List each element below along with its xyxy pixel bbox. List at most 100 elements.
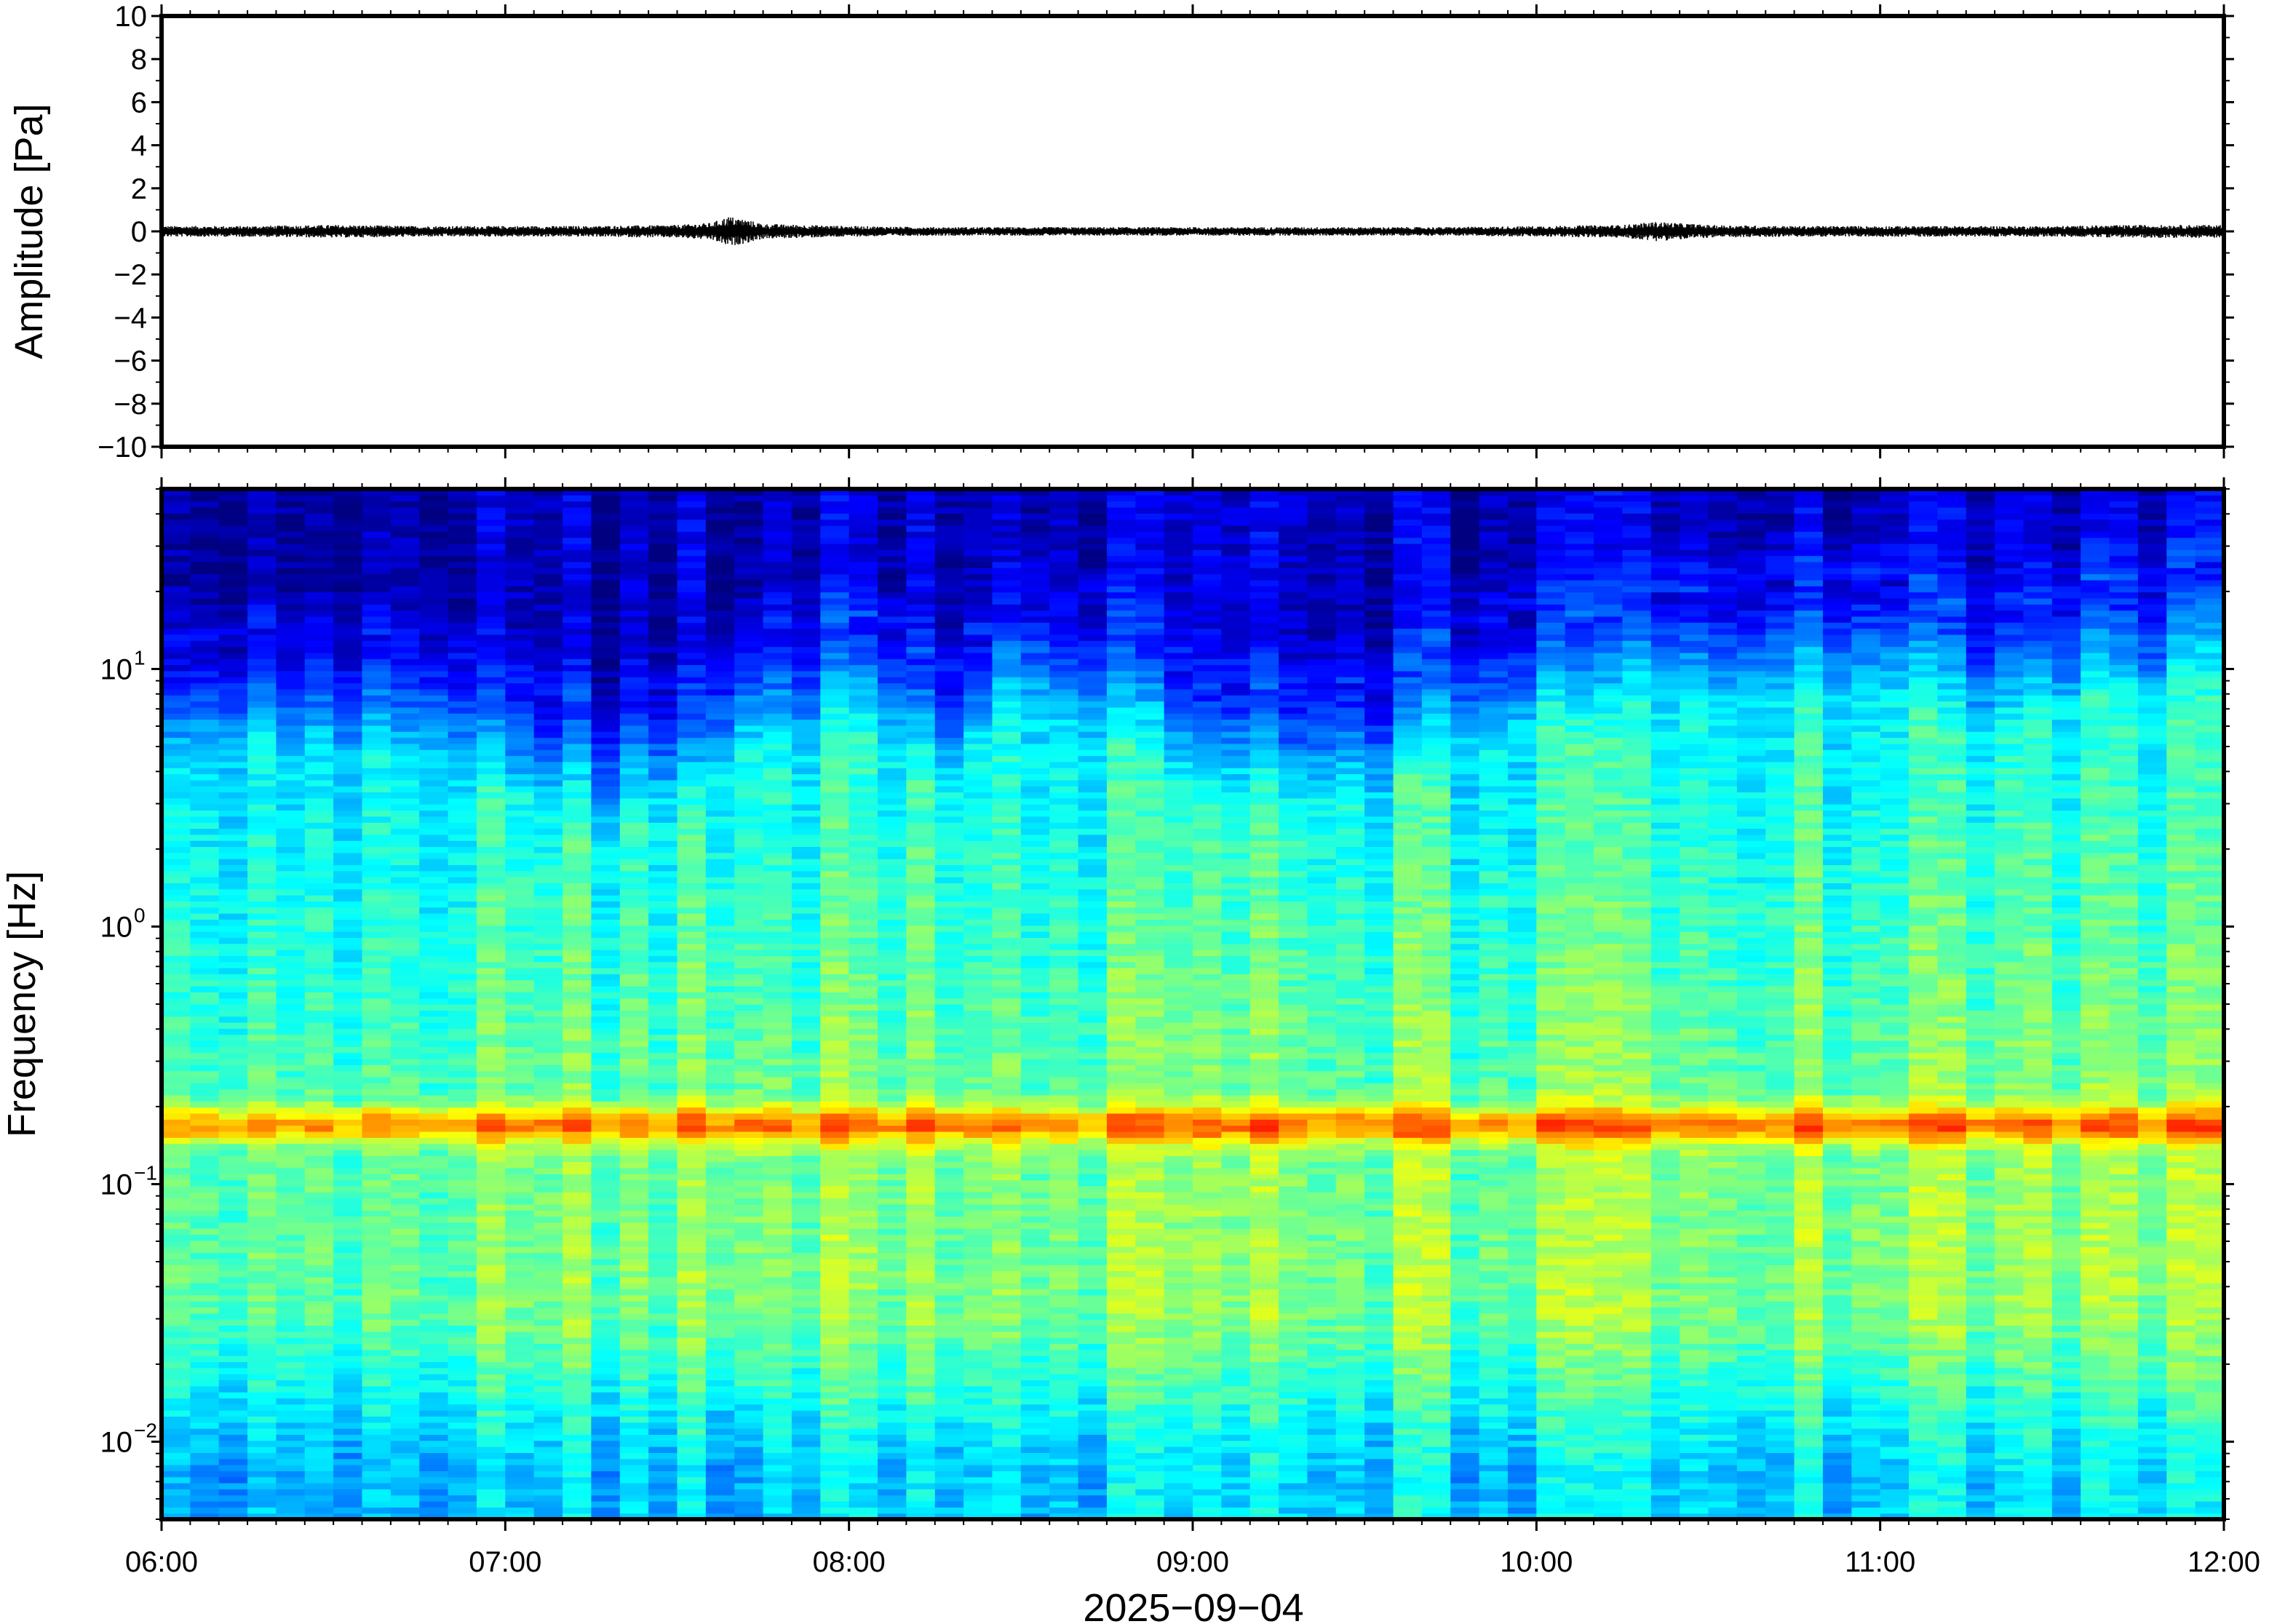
spectrogram-cell	[304, 1307, 334, 1314]
spectrogram-cell	[791, 1143, 821, 1150]
spectrogram-cell	[906, 513, 936, 520]
spectrogram-cell	[906, 1046, 936, 1054]
spectrogram-cell	[276, 743, 306, 750]
spectrogram-cell	[849, 1137, 878, 1145]
spectrogram-cell	[304, 925, 334, 932]
spectrogram-cell	[476, 792, 506, 799]
spectrogram-cell	[190, 1058, 220, 1065]
spectrogram-cell	[505, 579, 535, 586]
spectrogram-cell	[906, 537, 936, 544]
spectrogram-cell	[878, 1356, 907, 1363]
spectrogram-cell	[333, 950, 363, 956]
spectrogram-cell	[362, 597, 392, 605]
spectrogram-cell	[906, 737, 936, 744]
spectrogram-cell	[906, 919, 936, 926]
spectrogram-cell	[390, 628, 420, 635]
spectrogram-cell	[162, 1410, 191, 1417]
spectrogram-cell	[705, 1088, 735, 1096]
spectrogram-cell	[906, 1404, 936, 1411]
spectrogram-cell	[505, 1246, 535, 1254]
spectrogram-cell	[218, 931, 248, 938]
spectrogram-cell	[878, 586, 907, 593]
spectrogram-cell	[849, 792, 878, 799]
spectrogram-cell	[820, 859, 850, 866]
spectrogram-cell	[362, 513, 392, 520]
spectrogram-cell	[533, 1367, 563, 1374]
spectrogram-cell	[906, 1107, 936, 1114]
spectrogram-cell	[448, 1501, 477, 1508]
spectrogram-cell	[648, 537, 678, 544]
spectrogram-cell	[448, 1361, 477, 1369]
spectrogram-cell	[734, 1222, 764, 1229]
spectrogram-cell	[619, 1356, 649, 1363]
spectrogram-cell	[763, 1119, 792, 1126]
spectrogram-cell	[190, 537, 220, 544]
spectrogram-cell	[619, 1016, 649, 1023]
spectrogram-cell	[591, 1428, 621, 1435]
spectrogram-cell	[619, 616, 649, 623]
spectrogram-cell	[419, 992, 449, 999]
spectrogram-cell	[362, 1440, 392, 1447]
spectrogram-cell	[448, 489, 477, 495]
spectrogram-cell	[705, 592, 735, 599]
spectrogram-cell	[304, 622, 334, 629]
spectrogram-cell	[390, 495, 420, 502]
spectrogram-cell	[878, 1088, 907, 1096]
spectrogram-cell	[390, 1010, 420, 1017]
spectrogram-cell	[648, 1356, 678, 1363]
spectrogram-cell	[849, 870, 878, 877]
spectrogram-cell	[906, 1016, 936, 1023]
spectrogram-cell	[934, 652, 964, 659]
spectrogram-cell	[791, 1094, 821, 1102]
spectrogram-cell	[820, 840, 850, 848]
spectrogram-cell	[190, 901, 220, 908]
spectrogram-cell	[820, 1088, 850, 1096]
spectrogram-cell	[162, 913, 191, 920]
spectrogram-cell	[563, 907, 592, 914]
spectrogram-cell	[362, 1064, 392, 1072]
spectrogram-cell	[276, 604, 306, 611]
spectrogram-cell	[505, 1112, 535, 1120]
spectrogram-cell	[619, 513, 649, 520]
spectrogram-cell	[190, 1185, 220, 1193]
spectrogram-cell	[533, 1088, 563, 1096]
spectrogram-cell	[906, 1058, 936, 1065]
spectrogram-cell	[419, 1252, 449, 1259]
spectrogram-cell	[505, 1428, 535, 1435]
spectrogram-cell	[934, 1392, 964, 1399]
spectrogram-cell	[505, 816, 535, 823]
spectrogram-cell	[591, 1028, 621, 1035]
spectrogram-cell	[563, 1137, 592, 1145]
spectrogram-cell	[419, 870, 449, 877]
spectrogram-cell	[304, 1380, 334, 1387]
spectrogram-cell	[448, 1494, 477, 1502]
spectrogram-cell	[734, 1107, 764, 1114]
spectrogram-cell	[448, 1210, 477, 1217]
spectrogram-cell	[448, 943, 477, 950]
spectrogram-cell	[849, 979, 878, 987]
spectrogram-cell	[533, 1070, 563, 1078]
spectrogram-cell	[533, 737, 563, 744]
spectrogram-cell	[362, 525, 392, 532]
spectrogram-cell	[591, 1440, 621, 1447]
spectrogram-cell	[878, 950, 907, 956]
spectrogram-cell	[677, 816, 707, 823]
spectrogram-cell	[247, 1270, 277, 1278]
spectrogram-cell	[677, 1258, 707, 1265]
spectrogram-cell	[963, 1483, 993, 1489]
spectrogram-cell	[190, 1137, 220, 1145]
spectrogram-cell	[563, 925, 592, 932]
spectrogram-cell	[276, 1046, 306, 1054]
spectrogram-cell	[247, 804, 277, 811]
spectrogram-cell	[705, 955, 735, 963]
spectrogram-cell	[362, 1380, 392, 1387]
spectrogram-cell	[505, 1465, 535, 1471]
spectrogram-cell	[276, 797, 306, 805]
spectrogram-cell	[162, 1337, 191, 1345]
spectrogram-cell	[705, 1385, 735, 1393]
spectrogram-cell	[906, 979, 936, 987]
spectrogram-cell	[247, 1434, 277, 1441]
spectrogram-cell	[934, 1034, 964, 1041]
spectrogram-cell	[705, 1234, 735, 1241]
spectrogram-cell	[247, 731, 277, 739]
